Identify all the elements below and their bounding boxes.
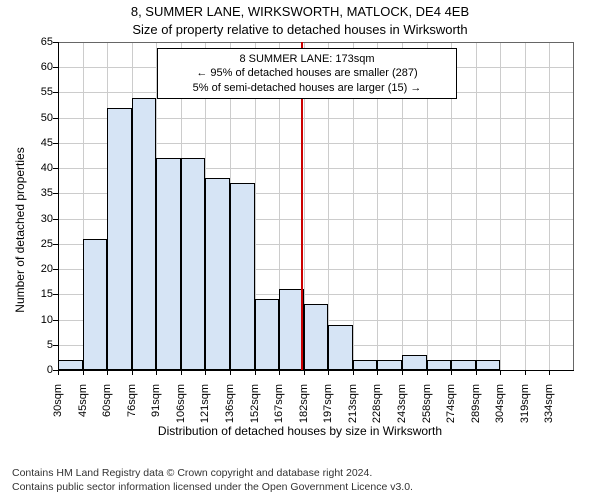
y-tick-label: 65 [13, 36, 53, 48]
y-tick-label: 20 [13, 263, 53, 275]
bar [476, 360, 501, 370]
y-tick-label: 30 [13, 213, 53, 225]
annotation-box: 8 SUMMER LANE: 173sqm ← 95% of detached … [157, 48, 457, 99]
y-tick-label: 60 [13, 61, 53, 73]
bar [279, 289, 304, 370]
bar [451, 360, 476, 370]
bar [107, 108, 132, 370]
annotation-line-3: 5% of semi-detached houses are larger (1… [164, 81, 450, 95]
bar [304, 304, 329, 370]
y-tick-label: 10 [13, 314, 53, 326]
y-tick-label: 50 [13, 112, 53, 124]
bar [181, 158, 206, 370]
y-tick-label: 45 [13, 137, 53, 149]
x-axis-label: Distribution of detached houses by size … [0, 424, 600, 438]
bar [230, 183, 255, 370]
annotation-line-1: 8 SUMMER LANE: 173sqm [164, 52, 450, 66]
annotation-line-2: ← 95% of detached houses are smaller (28… [164, 66, 450, 80]
bar [58, 360, 83, 370]
y-tick-label: 25 [13, 238, 53, 250]
page-title-line2: Size of property relative to detached ho… [0, 22, 600, 37]
bar [132, 98, 157, 370]
bar [205, 178, 230, 370]
y-tick-label: 55 [13, 86, 53, 98]
bar [83, 239, 108, 370]
credits-line-1: Contains HM Land Registry data © Crown c… [12, 466, 413, 480]
bar [427, 360, 452, 370]
y-tick-label: 40 [13, 162, 53, 174]
bar [255, 299, 280, 370]
y-axis-line [58, 42, 59, 370]
bar [377, 360, 402, 370]
chart-page: 8, SUMMER LANE, WIRKSWORTH, MATLOCK, DE4… [0, 0, 600, 500]
y-tick-label: 5 [13, 339, 53, 351]
y-tick-label: 35 [13, 187, 53, 199]
bar [402, 355, 427, 370]
bar [328, 325, 353, 370]
credits-line-2: Contains public sector information licen… [12, 480, 413, 494]
credits: Contains HM Land Registry data © Crown c… [12, 466, 413, 494]
bar [156, 158, 181, 370]
y-tick-label: 0 [13, 364, 53, 376]
y-tick-label: 15 [13, 288, 53, 300]
x-axis-line [58, 370, 574, 371]
bar [353, 360, 378, 370]
page-title-line1: 8, SUMMER LANE, WIRKSWORTH, MATLOCK, DE4… [0, 4, 600, 19]
